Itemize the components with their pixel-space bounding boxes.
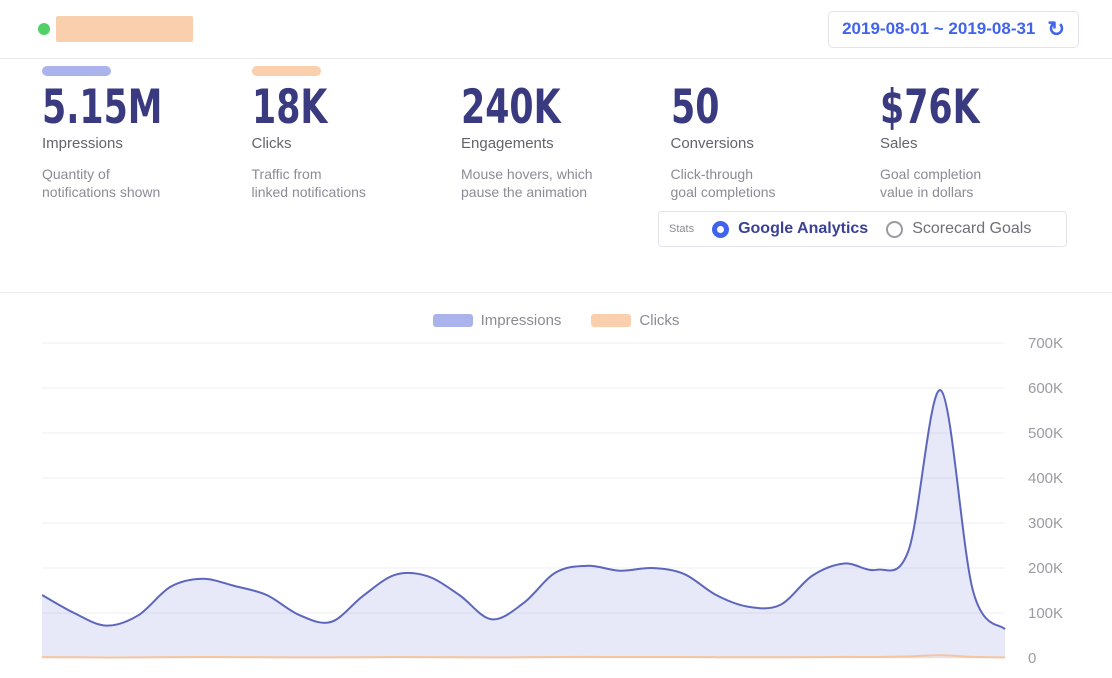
- stat-label: Impressions: [42, 135, 123, 152]
- chart-legend: Impressions Clicks: [0, 293, 1112, 337]
- legend-item-clicks[interactable]: Clicks: [591, 312, 679, 329]
- svg-text:200K: 200K: [1028, 560, 1063, 577]
- stat-value: 50: [670, 80, 719, 135]
- status-dot-icon: [38, 23, 50, 35]
- stat-value: $76K: [880, 80, 980, 135]
- stats-section: 5.15M Impressions Quantity of notificati…: [0, 59, 1112, 293]
- stat-sales: $76K Sales Goal completion value in doll…: [880, 66, 1090, 202]
- stats-toggle-label: Stats: [669, 223, 695, 235]
- stat-conversions: 50 Conversions Click-through goal comple…: [671, 66, 881, 202]
- stat-label: Clicks: [251, 135, 292, 152]
- legend-label: Impressions: [480, 312, 562, 329]
- stat-impressions: 5.15M Impressions Quantity of notificati…: [42, 66, 252, 202]
- svg-text:600K: 600K: [1028, 380, 1063, 397]
- stat-description: Quantity of notifications shown: [42, 166, 161, 201]
- radio-google-analytics[interactable]: Google Analytics: [712, 220, 868, 238]
- stat-engagements: 240K Engagements Mouse hovers, which pau…: [461, 66, 671, 202]
- refresh-icon[interactable]: ↻: [1047, 17, 1065, 41]
- radio-option-label: Google Analytics: [738, 220, 869, 237]
- stat-value: 5.15M: [42, 80, 163, 135]
- stat-description: Mouse hovers, which pause the animation: [461, 166, 593, 201]
- svg-text:700K: 700K: [1028, 337, 1063, 352]
- topbar: 2019-08-01 ~ 2019-08-31 ↻: [0, 0, 1112, 59]
- stat-label: Sales: [880, 135, 918, 152]
- date-range-picker[interactable]: 2019-08-01 ~ 2019-08-31 ↻: [828, 10, 1079, 48]
- stats-row: 5.15M Impressions Quantity of notificati…: [42, 66, 1112, 202]
- traffic-chart: 700K 600K 500K 400K 300K 200K 100K 0: [41, 335, 1063, 667]
- brand-area: [38, 16, 193, 42]
- svg-text:400K: 400K: [1028, 470, 1063, 487]
- stat-description: Goal completion value in dollars: [880, 166, 982, 201]
- logo-placeholder: [56, 16, 193, 42]
- radio-option-label: Scorecard Goals: [912, 220, 1032, 237]
- stat-clicks: 18K Clicks Traffic from linked notificat…: [251, 66, 462, 202]
- radio-selected-icon: [712, 220, 730, 238]
- svg-text:100K: 100K: [1028, 605, 1063, 622]
- stat-bar-spacer: [880, 66, 949, 76]
- impressions-swatch-icon: [432, 314, 473, 327]
- stat-bar-spacer: [461, 66, 530, 76]
- stat-bar-spacer: [671, 66, 740, 76]
- svg-text:0: 0: [1028, 650, 1036, 667]
- clicks-color-bar: [251, 66, 321, 76]
- radio-unselected-icon: [886, 220, 904, 238]
- stats-source-toggle: Stats Google Analytics Scorecard Goals: [658, 211, 1067, 247]
- stat-label: Conversions: [670, 135, 754, 152]
- clicks-swatch-icon: [591, 314, 632, 327]
- svg-text:500K: 500K: [1028, 425, 1063, 442]
- legend-item-impressions[interactable]: Impressions: [432, 312, 562, 329]
- radio-scorecard-goals[interactable]: Scorecard Goals: [886, 220, 1031, 238]
- date-range-label: 2019-08-01 ~ 2019-08-31: [842, 19, 1036, 38]
- chart-area: 700K 600K 500K 400K 300K 200K 100K 0: [0, 335, 1112, 672]
- stat-description: Traffic from linked notifications: [251, 166, 366, 201]
- impressions-color-bar: [42, 66, 111, 76]
- stat-value: 240K: [461, 80, 561, 135]
- legend-label: Clicks: [639, 312, 680, 329]
- stat-value: 18K: [251, 80, 327, 135]
- stat-label: Engagements: [461, 135, 554, 152]
- svg-text:300K: 300K: [1028, 515, 1063, 532]
- stat-description: Click-through goal completions: [670, 166, 776, 201]
